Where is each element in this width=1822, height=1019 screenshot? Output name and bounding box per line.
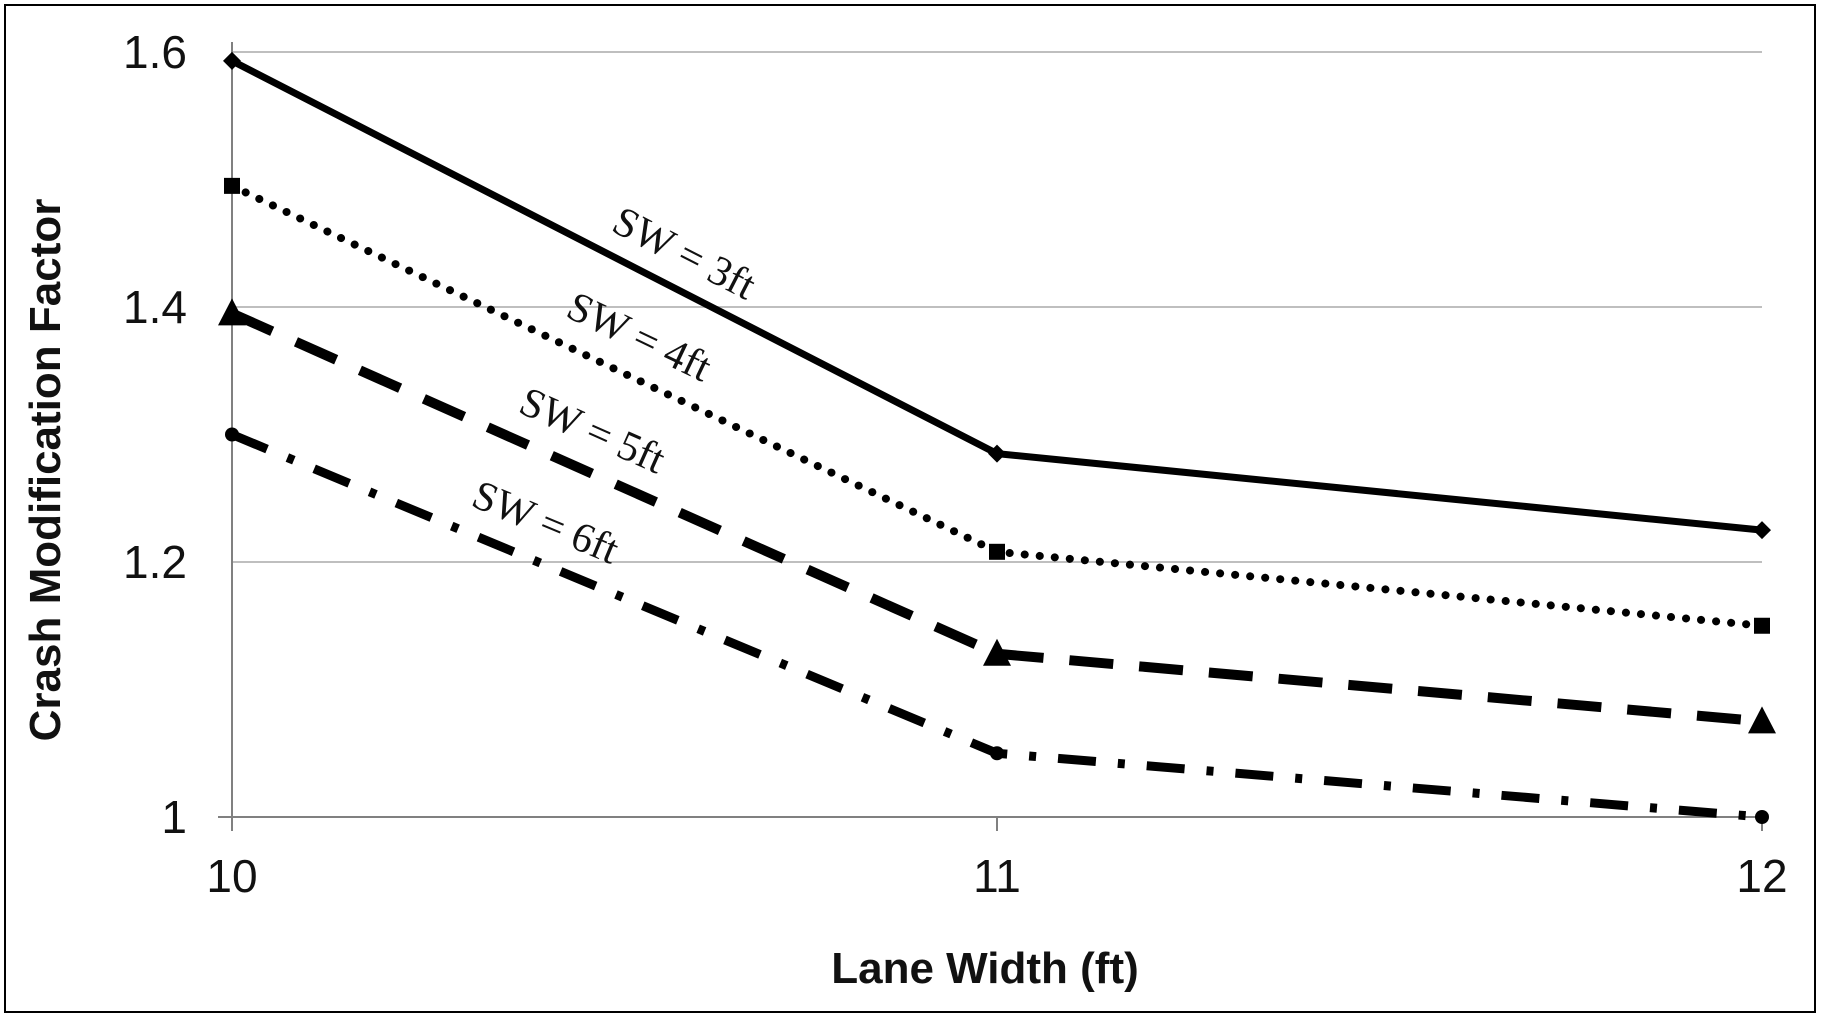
y-axis-title: Crash Modification Factor: [21, 199, 70, 742]
x-tick-label: 11: [973, 850, 1021, 902]
data-point: [989, 543, 1005, 560]
data-point: [1748, 706, 1776, 734]
data-point: [1754, 617, 1770, 634]
x-tick-label: 12: [1736, 850, 1787, 902]
axes: 1 1.2 1.4 1.6 10 11 12: [123, 26, 1788, 902]
data-point: [988, 444, 1006, 463]
series-label: SW = 5ft: [513, 379, 672, 484]
y-tick-label: 1.2: [123, 536, 187, 588]
y-tick-label: 1: [161, 791, 187, 843]
series-lines: [218, 51, 1776, 824]
x-axis-title: Lane Width (ft): [831, 944, 1139, 993]
data-point: [224, 177, 240, 194]
data-point: [218, 298, 246, 326]
data-point: [225, 427, 239, 442]
gridlines: [232, 51, 1762, 563]
y-tick-label: 1.4: [123, 281, 187, 333]
data-point: [1755, 810, 1769, 824]
series-label: SW = 6ft: [466, 472, 626, 574]
data-point: [223, 51, 241, 70]
y-tick-label: 1.6: [123, 26, 187, 78]
data-point: [983, 638, 1011, 666]
x-tick-label: 10: [206, 850, 257, 902]
data-point: [1753, 521, 1771, 540]
data-point: [990, 746, 1004, 761]
series-line-2: [228, 181, 1766, 630]
series-line-3: [229, 308, 1763, 727]
